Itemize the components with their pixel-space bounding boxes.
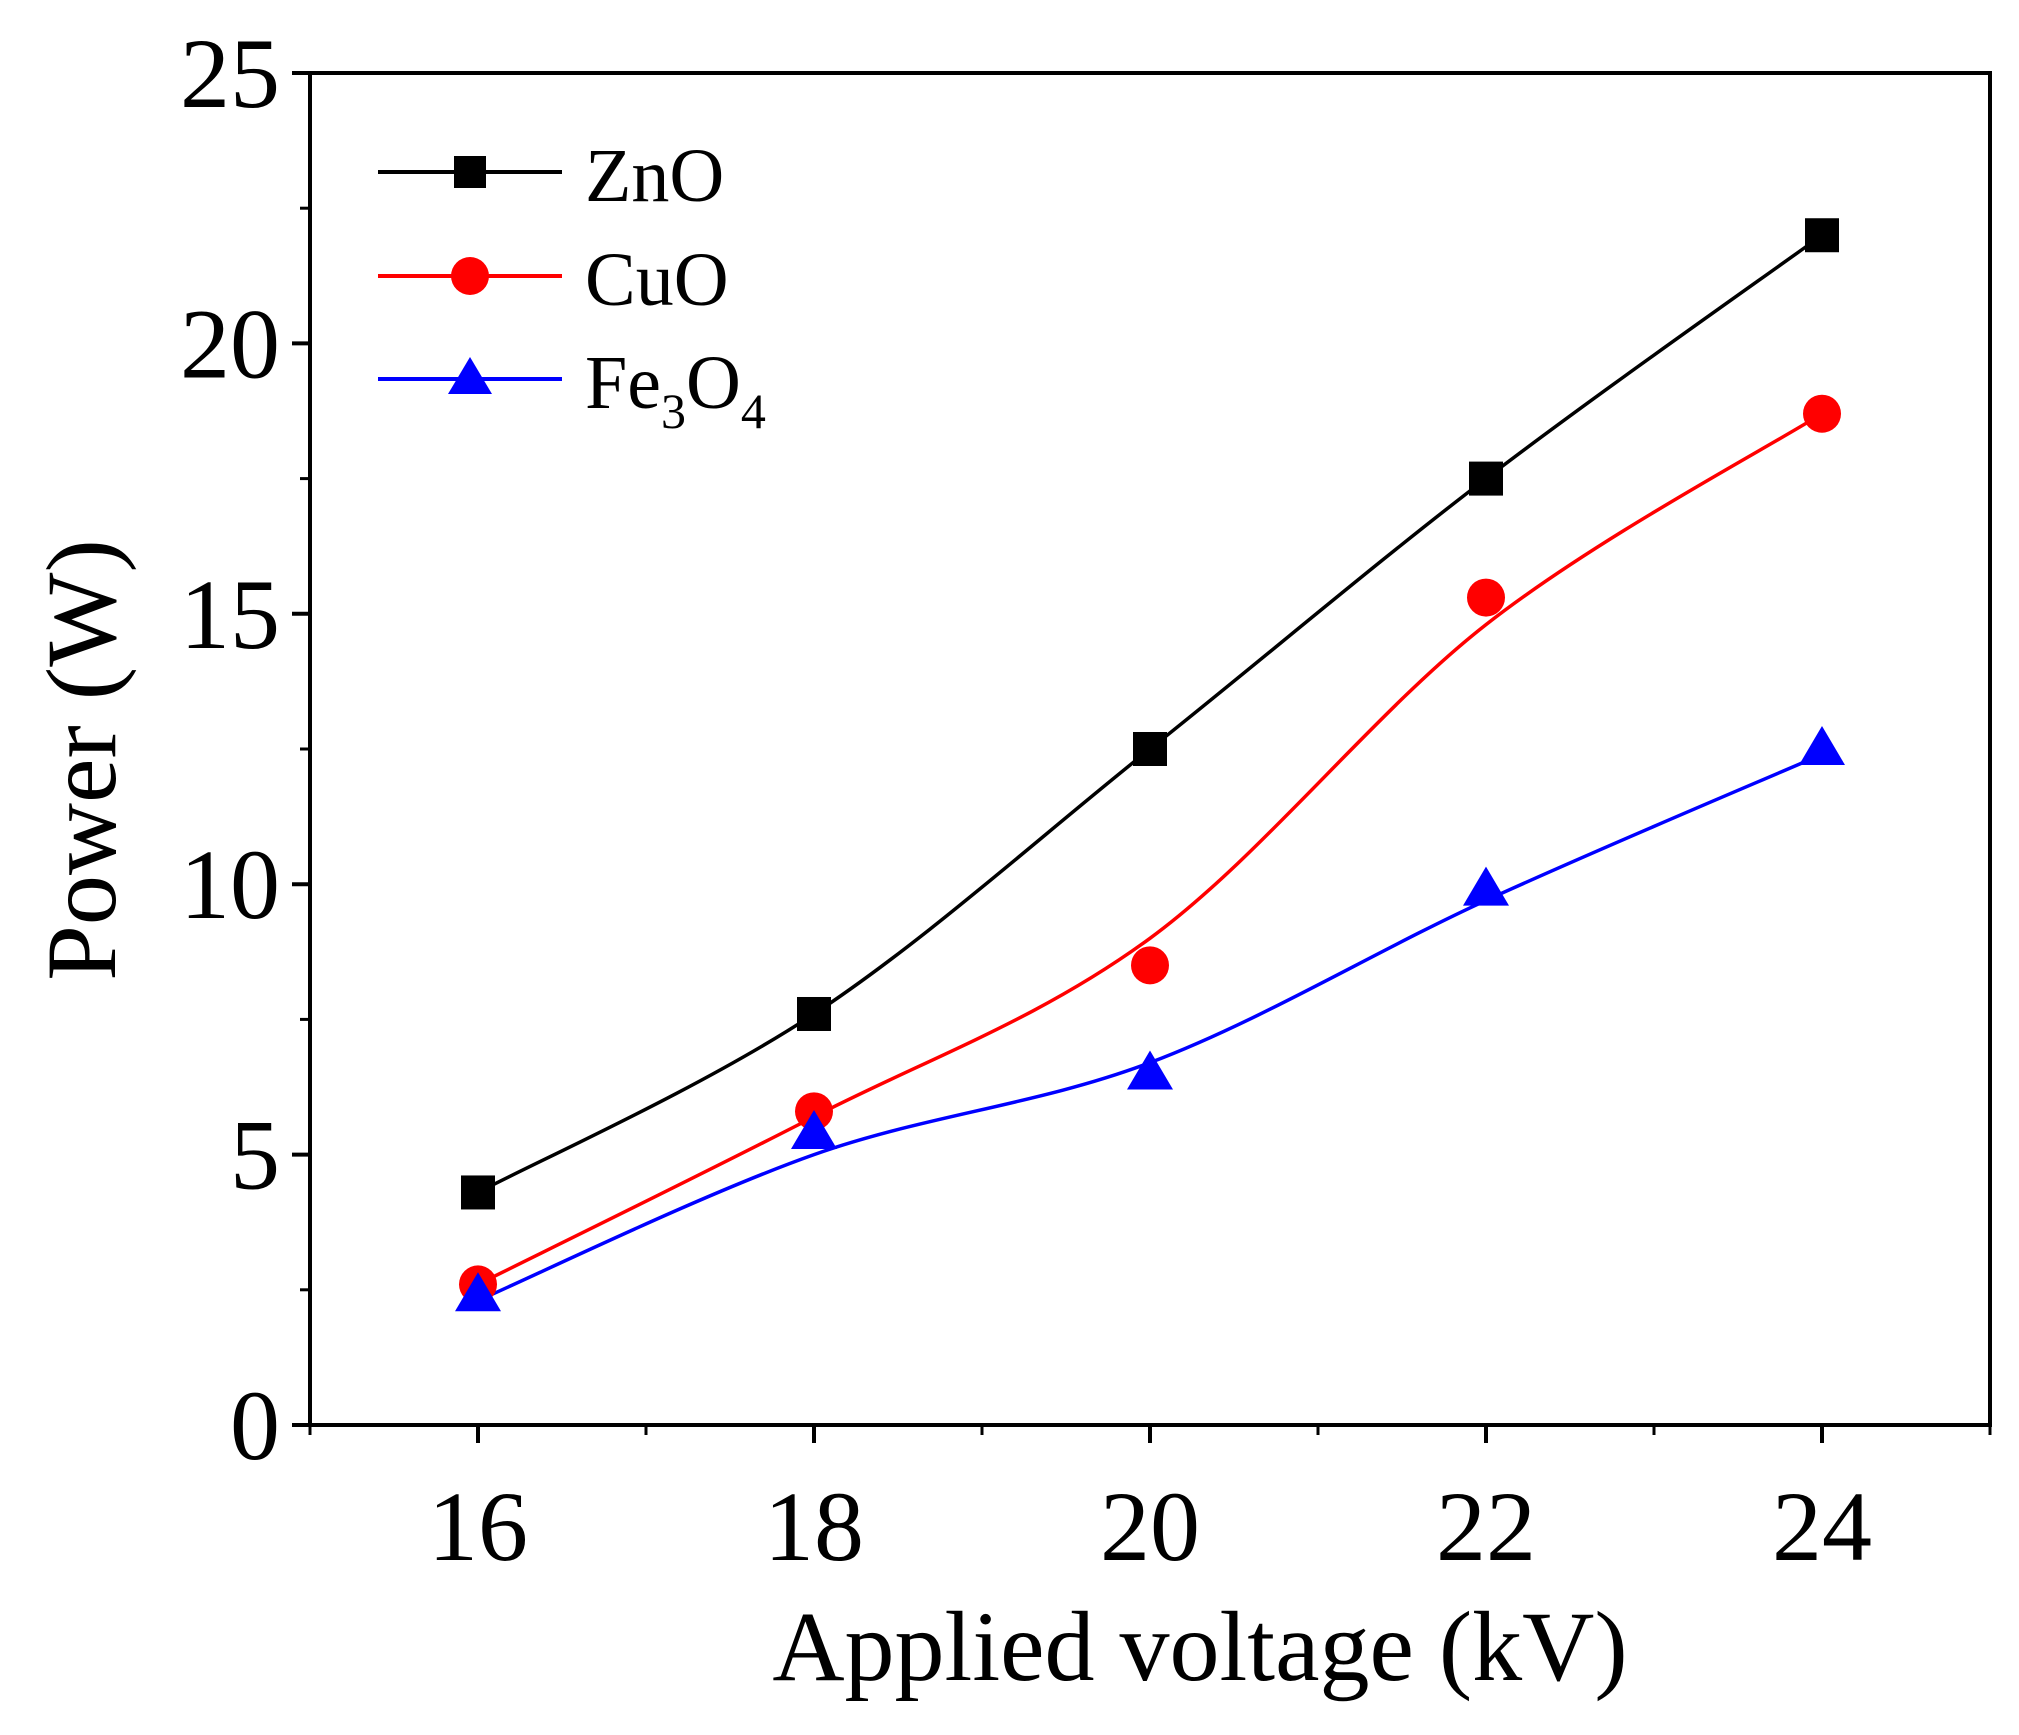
data-point-zno (1133, 732, 1167, 766)
x-axis-label: Applied voltage (kV) (772, 1591, 1627, 1702)
y-tick-label: 5 (230, 1100, 280, 1211)
y-tick-label: 10 (180, 829, 280, 940)
legend-label-zno: ZnO (585, 134, 724, 218)
legend-marker-circle-icon (451, 257, 489, 295)
data-point-fe3o4 (1463, 866, 1509, 906)
data-point-cuo (1467, 578, 1505, 617)
legend-label-fe3o4-sub4: 4 (741, 383, 766, 439)
series-line-zno (477, 233, 1824, 1195)
y-tick-label: 25 (180, 18, 280, 129)
data-point-cuo (1803, 394, 1841, 433)
data-point-zno (797, 996, 831, 1031)
x-tick-label: 24 (1772, 1471, 1872, 1582)
legend: ZnO CuO Fe3O4 (378, 134, 766, 439)
y-tick-label: 0 (230, 1370, 280, 1481)
y-axis-ticks: 0 5 10 15 20 25 (180, 18, 310, 1481)
legend-marker-square-icon (454, 156, 486, 188)
legend-marker-triangle-icon (448, 357, 492, 394)
x-tick-label: 18 (764, 1471, 864, 1582)
x-axis-ticks: 16 18 20 22 24 (308, 1425, 1992, 1582)
legend-item-cuo: CuO (378, 238, 729, 322)
data-point-zno (1469, 461, 1503, 496)
x-tick-label: 20 (1100, 1471, 1200, 1582)
data-point-fe3o4 (791, 1109, 837, 1149)
legend-label-fe3o4-o: O (686, 341, 741, 425)
y-axis-label: Power (W) (26, 539, 137, 981)
y-tick-label: 15 (180, 559, 280, 670)
data-point-fe3o4 (1799, 726, 1845, 765)
series-line-fe3o4 (477, 752, 1823, 1303)
legend-label-fe3o4-sub3: 3 (661, 383, 686, 439)
legend-item-fe3o4: Fe3O4 (378, 341, 766, 439)
data-point-zno (1805, 218, 1839, 253)
data-point-zno (461, 1175, 495, 1210)
data-point-cuo (1131, 946, 1169, 985)
legend-item-zno: ZnO (378, 134, 724, 218)
x-tick-label: 22 (1436, 1471, 1536, 1582)
series-markers (455, 218, 1845, 1312)
x-tick-label: 16 (428, 1471, 528, 1582)
y-tick-label: 20 (180, 288, 280, 399)
series-line-cuo (477, 412, 1823, 1286)
legend-label-fe3o4: Fe3O4 (585, 341, 766, 439)
legend-label-cuo: CuO (585, 238, 729, 322)
data-point-fe3o4 (1127, 1050, 1173, 1090)
data-point-fe3o4 (455, 1272, 501, 1312)
legend-label-fe3o4-fe: Fe (585, 341, 661, 425)
